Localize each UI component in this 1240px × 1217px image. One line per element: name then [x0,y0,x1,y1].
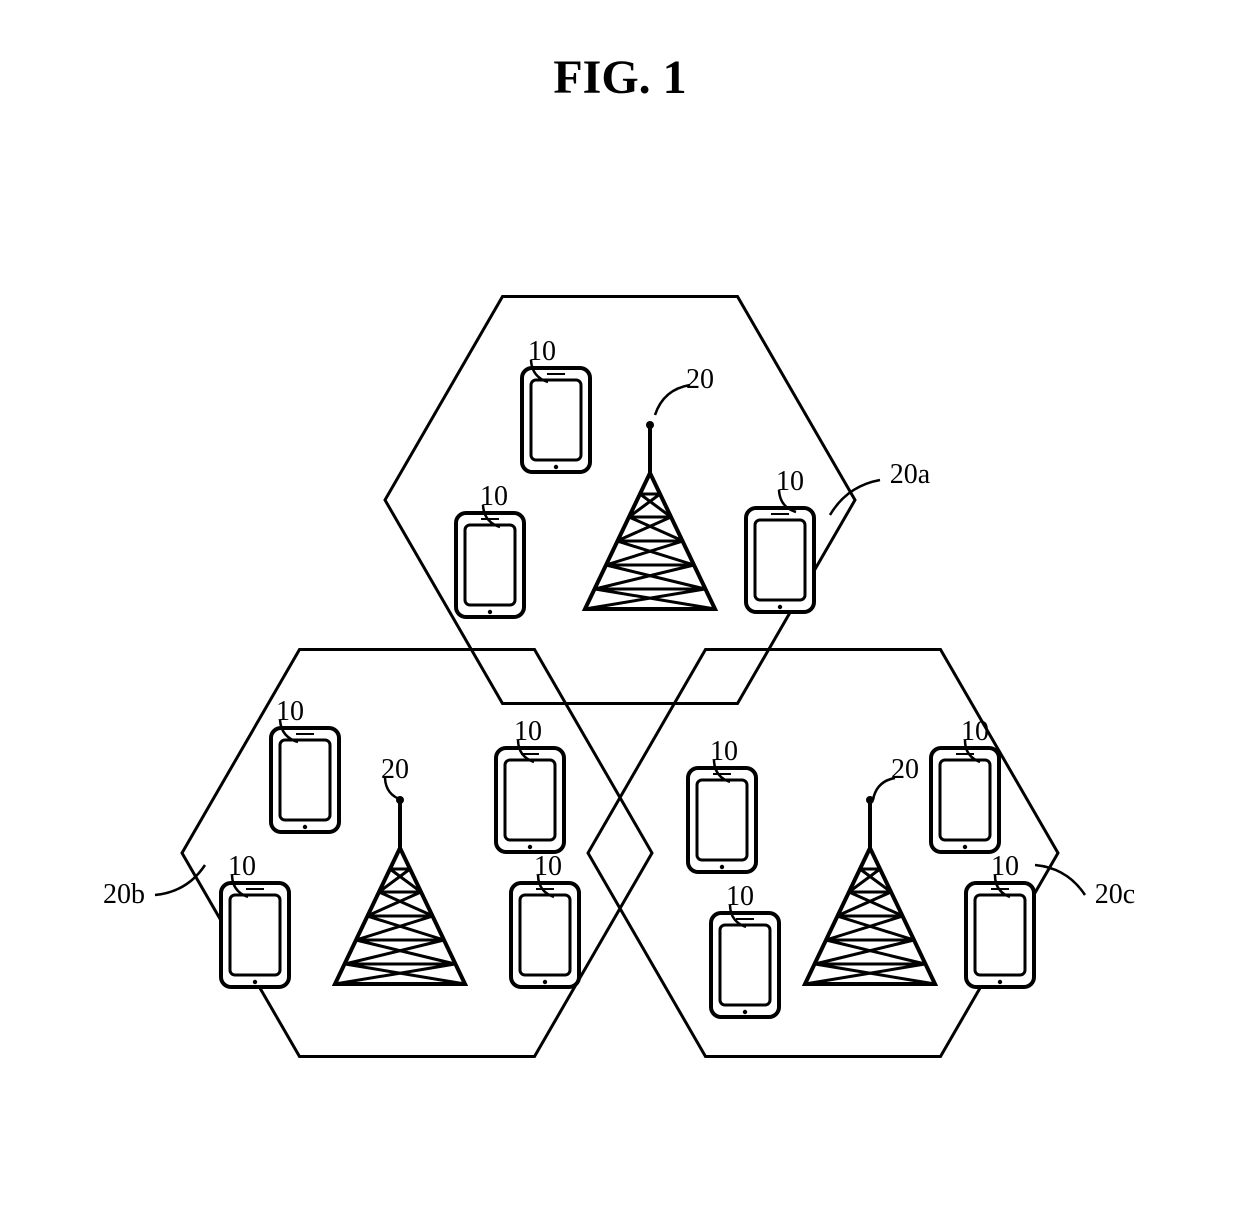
figure-canvas: FIG. 1 [0,0,1240,1217]
phone-icon [931,748,999,852]
phone-icon [711,913,779,1017]
phone-label: 10 [534,851,562,883]
cell-label: 20c [1095,879,1135,911]
cell-tower-icon [585,421,715,609]
phone-label: 10 [991,851,1019,883]
hexagon-layer [182,297,1058,1057]
tower-label: 20 [686,364,714,396]
cell-hexagon [385,297,855,704]
diagram-svg [0,0,1240,1217]
phone-label: 10 [776,466,804,498]
phone-label: 10 [528,336,556,368]
phone-label: 10 [710,736,738,768]
phone-icon [496,748,564,852]
phone-icon [688,768,756,872]
phone-icon [456,513,524,617]
phone-label: 10 [961,716,989,748]
tower-leader [655,385,690,415]
phone-label: 10 [276,696,304,728]
cell-tower-icon [335,796,465,984]
cell-label: 20a [890,459,930,491]
phone-label: 10 [514,716,542,748]
phone-label: 10 [480,481,508,513]
phone-icon [221,883,289,987]
phone-icon [522,368,590,472]
phone-icon [746,508,814,612]
phone-icon [511,883,579,987]
phone-label: 10 [726,881,754,913]
phone-icon [271,728,339,832]
phone-label: 10 [228,851,256,883]
phone-icon [966,883,1034,987]
cell-tower-icon [805,796,935,984]
tower-label: 20 [891,754,919,786]
cell-label: 20b [103,879,145,911]
tower-label: 20 [381,754,409,786]
